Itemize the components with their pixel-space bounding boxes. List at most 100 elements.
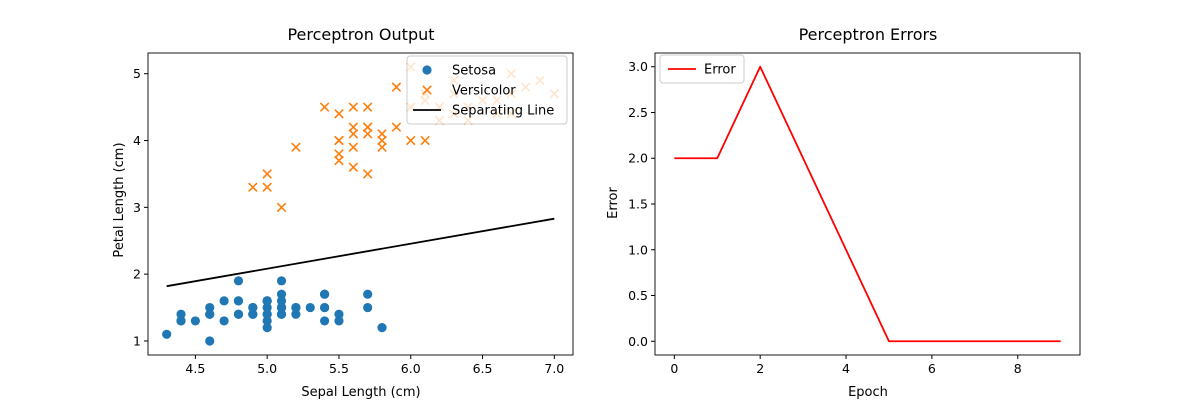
x-tick-label: 4 (842, 361, 850, 376)
legend-box (659, 54, 745, 84)
y-tick-label: 4 (133, 133, 141, 148)
setosa-point (276, 309, 287, 319)
setosa-point (262, 296, 272, 306)
setosa-point (190, 316, 200, 326)
x-tick-label: 2 (756, 361, 764, 376)
setosa-point (205, 309, 215, 319)
setosa-point (291, 309, 301, 319)
versicolor-point (348, 162, 359, 173)
setosa-point (233, 296, 244, 306)
setosa-point (176, 309, 186, 319)
setosa-point (262, 323, 272, 333)
setosa-point (291, 302, 301, 313)
x-tick-label: 8 (1014, 361, 1022, 376)
setosa-point (276, 276, 287, 286)
setosa-point (233, 276, 244, 286)
setosa-point (219, 316, 229, 326)
versicolor-point (362, 169, 373, 179)
error-line (674, 65, 1061, 343)
setosa-point (176, 316, 186, 326)
versicolor-point (362, 102, 373, 112)
plot-frame (147, 52, 574, 356)
versicolor-point (348, 102, 359, 112)
perceptron-output-chart: Perceptron Output Sepal Length (cm) Peta… (112, 25, 574, 400)
setosa-point (248, 309, 258, 319)
y-tick-label: 2.5 (628, 105, 648, 120)
y-tick-label: 1 (133, 333, 141, 348)
separating-line (166, 217, 555, 288)
setosa-point (205, 302, 215, 313)
setosa-point (276, 289, 287, 299)
versicolor-point (276, 202, 287, 213)
x-tick-label: 7.0 (544, 361, 564, 376)
legend-setosa-marker (422, 65, 432, 75)
setosa-point (233, 309, 244, 319)
versicolor-point (334, 109, 344, 119)
versicolor-point (391, 82, 402, 92)
y-tick-label: 0.5 (628, 288, 648, 303)
legend-versicolor-marker (422, 85, 432, 95)
setosa-point (276, 302, 287, 313)
versicolor-point (405, 135, 416, 146)
y-tick-label: 1.0 (628, 242, 648, 257)
setosa-point (377, 323, 387, 333)
chart-title: Perceptron Errors (799, 25, 938, 44)
versicolor-point (391, 122, 402, 132)
y-tick-label: 0.0 (628, 334, 648, 349)
versicolor-point (420, 135, 430, 146)
x-tick-label: 6.0 (401, 361, 421, 376)
perceptron-errors-chart: Perceptron Errors Epoch Error 0 2 4 6 8 0.0 0.… (606, 25, 1081, 400)
legend-label: Setosa (452, 64, 496, 79)
setosa-point (320, 316, 330, 326)
x-axis-label: Sepal Length (cm) (301, 385, 420, 400)
y-tick-label: 2 (133, 267, 141, 282)
versicolor-point (348, 122, 359, 132)
setosa-point (276, 296, 287, 306)
versicolor-point (262, 169, 272, 179)
legend-label: Separating Line (452, 104, 554, 119)
versicolor-point (248, 182, 258, 193)
y-axis-label: Error (606, 187, 621, 219)
y-axis-label: Petal Length (cm) (112, 142, 127, 257)
versicolor-point (262, 182, 272, 193)
setosa-point (205, 336, 215, 346)
setosa-point (363, 302, 373, 313)
x-tick-label: 5.5 (329, 361, 349, 376)
setosa-point (334, 309, 344, 319)
setosa-point (334, 316, 344, 326)
setosa-point (219, 296, 229, 306)
x-tick-label: 5.0 (257, 361, 277, 376)
x-tick-label: 0 (670, 361, 678, 376)
versicolor-point (348, 142, 359, 152)
x-tick-label: 6 (928, 361, 936, 376)
y-tick-label: 1.5 (628, 197, 648, 212)
setosa-point (262, 316, 272, 326)
versicolor-point (362, 129, 373, 139)
legend-label: Error (704, 63, 736, 78)
y-tick-label: 3.0 (628, 59, 648, 74)
setosa-point (248, 302, 258, 313)
x-tick-label: 4.5 (185, 361, 205, 376)
setosa-point (162, 329, 172, 339)
versicolor-point (334, 135, 344, 146)
x-axis-label: Epoch (848, 385, 888, 400)
setosa-point (363, 289, 373, 299)
plot-frame (654, 52, 1081, 356)
versicolor-point (334, 155, 344, 166)
versicolor-point (377, 135, 387, 146)
setosa-point (320, 289, 330, 299)
setosa-point (262, 309, 272, 319)
setosa-point (320, 302, 330, 313)
versicolor-point (291, 142, 301, 152)
setosa-point (305, 302, 315, 313)
y-tick-label: 3 (133, 200, 141, 215)
x-tick-label: 6.5 (473, 361, 493, 376)
setosa-point (262, 302, 272, 313)
legend-label: Versicolor (452, 84, 516, 99)
chart-title: Perceptron Output (287, 25, 434, 44)
y-tick-label: 5 (133, 66, 141, 81)
versicolor-point (319, 102, 330, 112)
y-tick-label: 2.0 (628, 151, 648, 166)
